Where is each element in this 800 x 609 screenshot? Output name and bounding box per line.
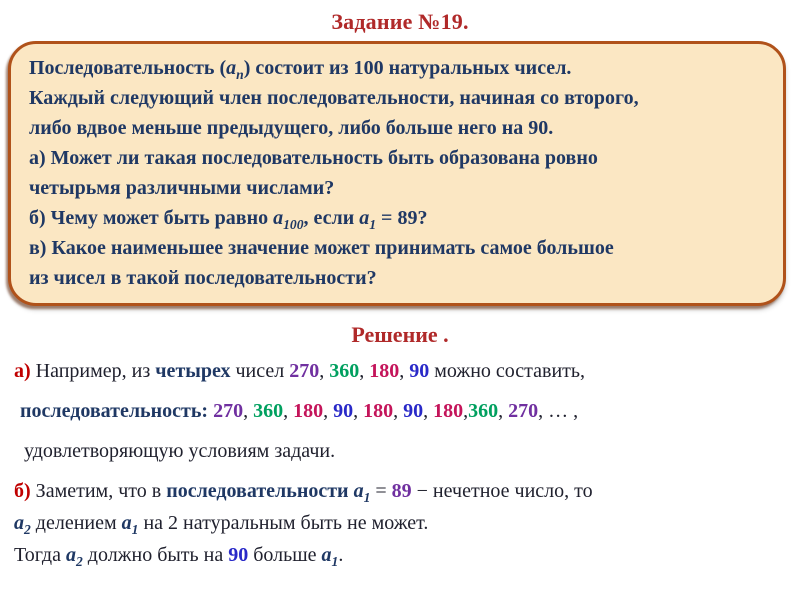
problem-line-6: б) Чему может быть равно a100, если a1 =… [29, 207, 428, 232]
solution-line-b3: Тогда a2 должно быть на 90 больше a1. [14, 544, 344, 569]
problem-line-3: либо вдвое меньше предыдущего, либо боль… [29, 117, 554, 139]
problem-line-1: Последовательность (an) состоит из 100 н… [29, 57, 572, 82]
solution-section: а) Например, из четырех чисел 270, 360, … [0, 360, 800, 569]
problem-statement-box: Последовательность (an) состоит из 100 н… [8, 41, 786, 306]
problem-line-4: а) Может ли такая последовательность быт… [29, 147, 598, 169]
solution-line-b1: б) Заметим, что в последовательности a1 … [14, 480, 593, 505]
solution-line-a1: а) Например, из четырех чисел 270, 360, … [14, 360, 586, 382]
solution-line-a2: последовательность: 270, 360, 180, 90, 1… [20, 400, 579, 422]
task-title: Задание №19. [331, 9, 469, 34]
solution-line-a3: удовлетворяющую условиям задачи. [24, 440, 336, 462]
problem-line-7: в) Какое наименьшее значение может прини… [29, 237, 614, 259]
problem-line-2: Каждый следующий член последовательности… [29, 87, 639, 109]
problem-line-5: четырьмя различными числами? [29, 177, 335, 199]
solution-line-b2: a2 делением a1 на 2 натуральным быть не … [14, 512, 429, 537]
problem-line-8: из чисел в такой последовательности? [29, 267, 377, 289]
solution-heading: Решение . [351, 322, 449, 347]
